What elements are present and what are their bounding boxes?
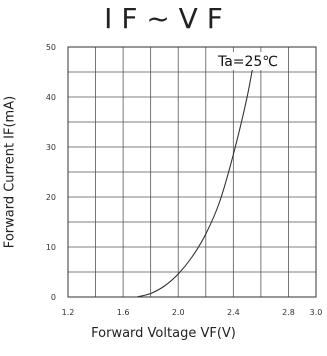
x-tick-label: 3.0	[310, 308, 323, 317]
y-tick-label: 20	[46, 193, 56, 202]
x-tick-label: 2.8	[282, 308, 295, 317]
y-tick-label: 30	[46, 143, 56, 152]
plot-border	[67, 46, 317, 298]
x-tick-label: 2.0	[172, 308, 185, 317]
x-axis-label: Forward Voltage VF(V)	[91, 326, 236, 341]
chart-title: I F ~ V F	[0, 2, 327, 35]
y-tick-label: 40	[46, 93, 56, 102]
annotation-background	[218, 52, 278, 70]
y-tick-label: 50	[46, 43, 56, 52]
temperature-annotation: Ta=25℃	[217, 54, 278, 70]
x-tick-label: 1.6	[117, 308, 130, 317]
x-tick-label: 1.2	[62, 308, 75, 317]
x-tick-label: 2.4	[227, 308, 240, 317]
y-tick-label: 0	[51, 293, 56, 302]
y-tick-label: 10	[46, 243, 56, 252]
chart-title-text: I F ~ V F	[104, 2, 223, 35]
iv-curve-line	[136, 51, 256, 298]
